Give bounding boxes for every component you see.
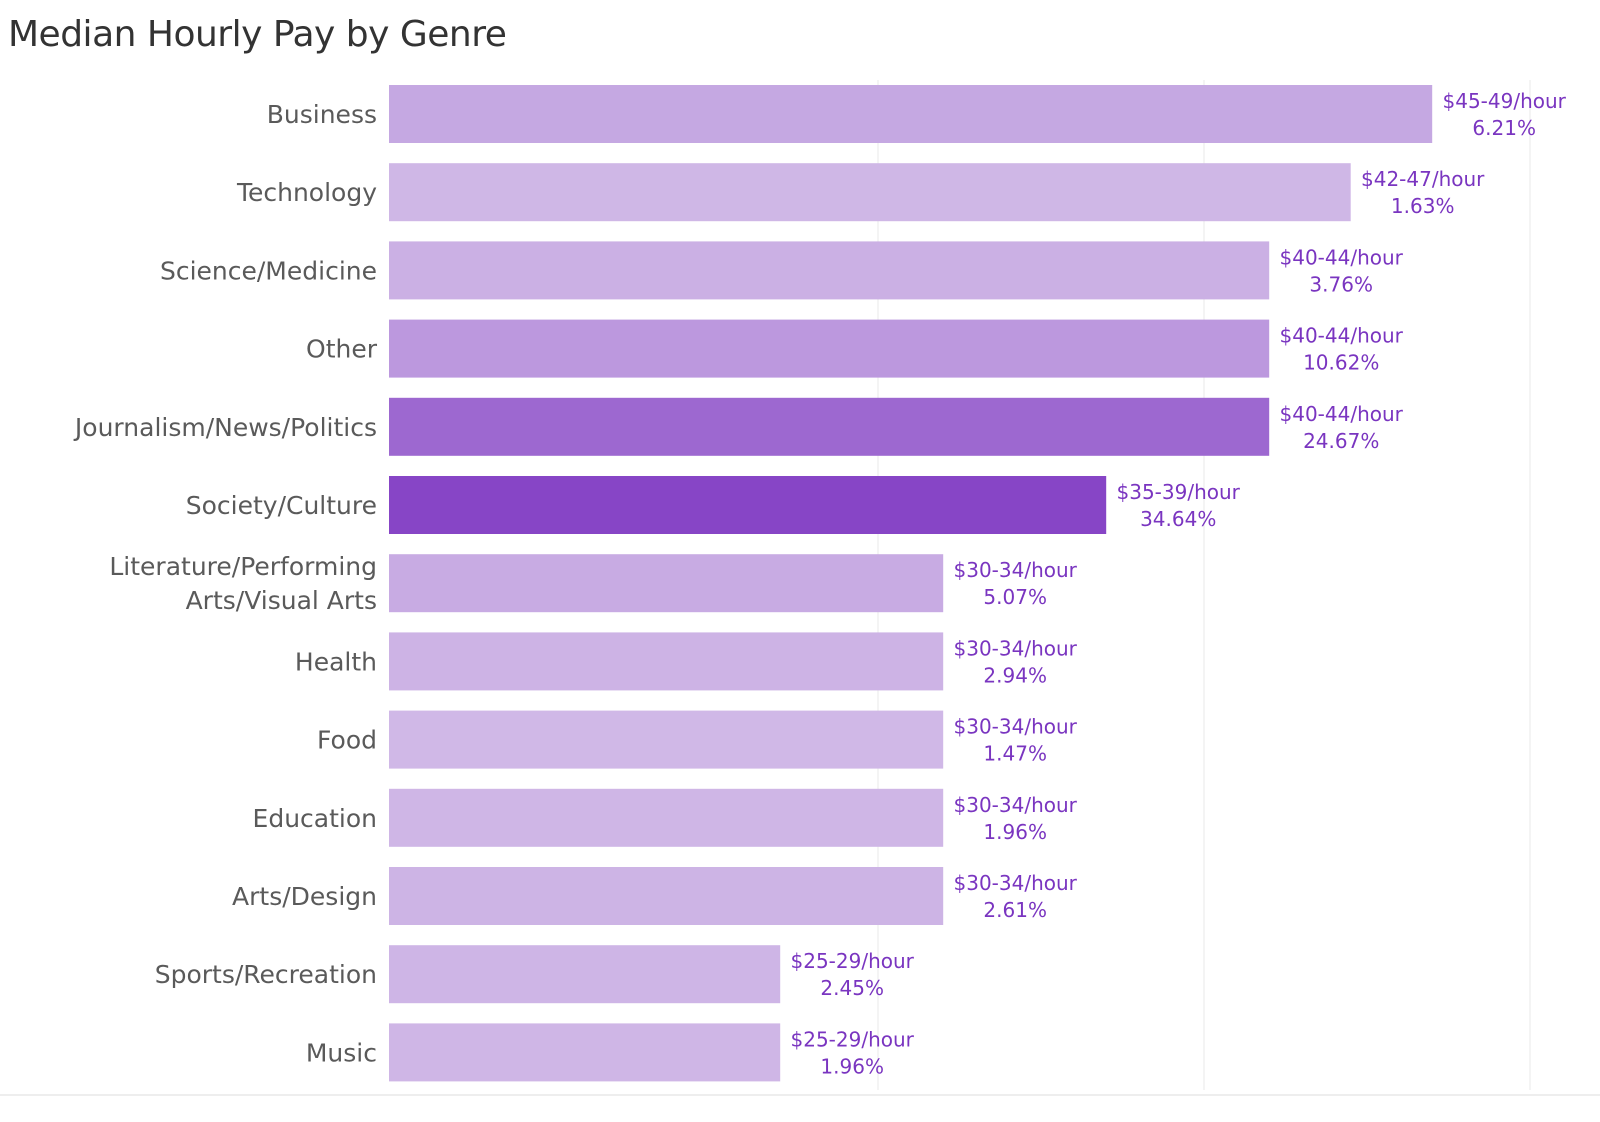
- share-label: 2.61%: [983, 898, 1047, 922]
- category-label-line: Arts/Visual Arts: [186, 586, 377, 615]
- bar: [389, 788, 944, 847]
- category-label: Literature/Performing Arts/Visual Arts: [109, 552, 377, 615]
- pay-range-label: $30-34/hour: [954, 871, 1078, 895]
- bar: [389, 945, 781, 1004]
- category-label: Health: [295, 647, 377, 676]
- category-label-line: Science/Medicine: [160, 256, 377, 285]
- category-label-line: Literature/Performing: [109, 552, 377, 581]
- share-label: 2.45%: [820, 976, 884, 1000]
- pay-range-label: $45-49/hour: [1443, 89, 1567, 113]
- bar: [389, 1023, 781, 1082]
- share-label: 1.96%: [820, 1054, 884, 1078]
- bar: [389, 867, 944, 925]
- bar: [389, 476, 1107, 534]
- category-label: Arts/Design: [232, 882, 377, 911]
- category-label-line: Journalism/News/Politics: [73, 413, 377, 442]
- category-label: Food: [317, 726, 377, 755]
- share-label: 5.07%: [983, 585, 1047, 609]
- pay-range-label: $25-29/hour: [791, 949, 915, 973]
- pay-range-label: $30-34/hour: [954, 793, 1078, 817]
- share-label: 6.21%: [1472, 116, 1536, 140]
- category-label: Other: [306, 335, 378, 364]
- category-label: Music: [306, 1038, 377, 1067]
- pay-range-label: $40-44/hour: [1280, 402, 1404, 426]
- chart-title: Median Hourly Pay by Genre: [8, 14, 507, 55]
- category-label-line: Sports/Recreation: [155, 960, 377, 989]
- bar: [389, 710, 944, 769]
- share-label: 1.96%: [983, 820, 1047, 844]
- pay-range-label: $30-34/hour: [954, 636, 1078, 660]
- pay-range-label: $35-39/hour: [1117, 480, 1241, 504]
- share-label: 1.47%: [983, 742, 1047, 766]
- category-label: Sports/Recreation: [155, 960, 377, 989]
- pay-range-label: $42-47/hour: [1361, 167, 1485, 191]
- bar: [389, 554, 944, 613]
- pay-range-label: $40-44/hour: [1280, 324, 1404, 348]
- category-label-line: Technology: [236, 178, 377, 207]
- category-label: Science/Medicine: [160, 256, 377, 285]
- category-label-line: Other: [306, 335, 378, 364]
- category-label: Business: [267, 100, 377, 129]
- category-label-line: Food: [317, 726, 377, 755]
- category-label-line: Music: [306, 1038, 377, 1067]
- category-label-line: Education: [253, 804, 377, 833]
- share-label: 1.63%: [1391, 194, 1455, 218]
- bar: [389, 163, 1351, 222]
- pay-range-label: $25-29/hour: [791, 1027, 915, 1051]
- category-label: Society/Culture: [186, 491, 377, 520]
- share-label: 2.94%: [983, 663, 1047, 687]
- bar: [389, 397, 1270, 456]
- category-label-line: Arts/Design: [232, 882, 377, 911]
- bar: [389, 319, 1270, 378]
- category-label-line: Business: [267, 100, 377, 129]
- pay-range-label: $40-44/hour: [1280, 245, 1404, 269]
- pay-range-label: $30-34/hour: [954, 715, 1078, 739]
- category-label: Technology: [236, 178, 377, 207]
- share-label: 10.62%: [1303, 351, 1379, 375]
- share-label: 3.76%: [1309, 272, 1373, 296]
- bar: [389, 85, 1433, 143]
- bar: [389, 632, 944, 691]
- category-label-line: Health: [295, 647, 377, 676]
- category-label-line: Society/Culture: [186, 491, 377, 520]
- category-label: Journalism/News/Politics: [73, 413, 377, 442]
- pay-range-label: $30-34/hour: [954, 558, 1078, 582]
- share-label: 24.67%: [1303, 429, 1379, 453]
- share-label: 34.64%: [1140, 507, 1216, 531]
- category-label: Education: [253, 804, 377, 833]
- bar: [389, 241, 1270, 300]
